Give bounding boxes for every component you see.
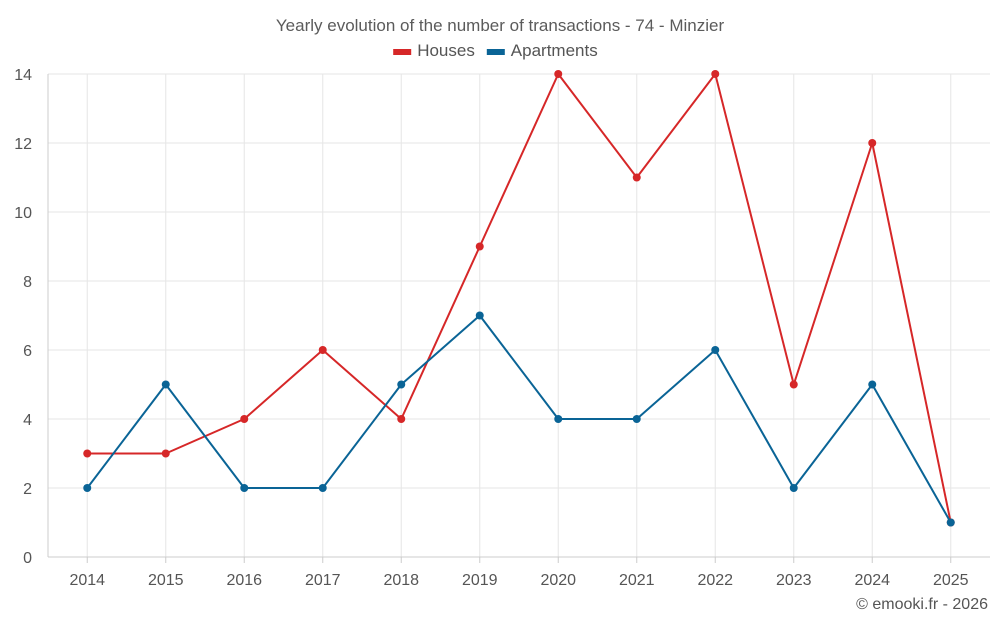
chart-title: Yearly evolution of the number of transa… [276, 16, 725, 35]
data-point-houses [789, 380, 798, 389]
y-axis-ticks: 0 2 4 6 8 10 12 14 [14, 67, 32, 567]
data-point-apartments [868, 380, 877, 389]
x-tick-label: 2016 [226, 572, 262, 589]
y-tick-label: 2 [23, 481, 32, 498]
x-tick-label: 2015 [148, 572, 184, 589]
series-apartments [83, 311, 955, 527]
legend: Houses Apartments [393, 41, 598, 60]
series-line-apartments [86, 314, 952, 523]
x-tick-label: 2025 [933, 572, 969, 589]
data-point-apartments [240, 484, 249, 492]
y-tick-label: 14 [14, 67, 32, 84]
data-point-apartments [475, 311, 484, 320]
data-point-houses [161, 449, 170, 458]
x-tick-label: 2014 [69, 572, 105, 589]
data-point-houses [240, 415, 249, 423]
data-point-apartments [946, 518, 955, 527]
data-point-apartments [632, 415, 641, 423]
series-houses [83, 70, 955, 527]
y-tick-label: 4 [23, 412, 32, 429]
legend-swatch [393, 49, 412, 55]
data-point-houses [475, 242, 484, 251]
data-point-apartments [789, 484, 798, 492]
legend-label: Apartments [511, 41, 598, 60]
x-tick-label: 2021 [619, 572, 655, 589]
legend-label: Houses [417, 41, 475, 60]
data-point-apartments [397, 380, 406, 389]
data-point-houses [318, 346, 327, 354]
axes [47, 74, 990, 558]
legend-swatch [486, 49, 505, 55]
series-layer [83, 70, 955, 527]
series-line-houses [87, 73, 952, 523]
data-point-apartments [318, 484, 327, 492]
data-point-houses [554, 70, 563, 78]
legend-item-houses: Houses [393, 41, 475, 60]
data-point-houses [711, 70, 720, 78]
data-point-apartments [711, 346, 720, 354]
x-axis-ticks: 2014 2015 2016 2017 2018 2019 2020 2021 2022 2023… [69, 557, 969, 589]
x-tick-label: 2017 [305, 572, 341, 589]
x-tick-label: 2019 [462, 572, 498, 589]
x-tick-label: 2024 [854, 572, 890, 589]
credit-text: © emooki.fr - 2026 [856, 596, 988, 613]
x-tick-label: 2022 [697, 572, 733, 589]
y-tick-label: 12 [14, 136, 32, 153]
y-tick-label: 6 [23, 343, 32, 360]
legend-item-apartments: Apartments [486, 41, 598, 60]
data-point-houses [83, 449, 92, 458]
y-tick-label: 0 [23, 550, 32, 567]
data-point-apartments [554, 415, 563, 423]
data-point-apartments [161, 380, 170, 389]
grid [48, 73, 990, 557]
x-tick-label: 2020 [540, 572, 576, 589]
x-tick-label: 2018 [383, 572, 419, 589]
data-point-houses [868, 139, 877, 147]
y-tick-label: 10 [14, 205, 32, 222]
data-point-houses [632, 173, 641, 182]
x-tick-label: 2023 [776, 572, 812, 589]
y-tick-label: 8 [23, 274, 32, 291]
data-point-apartments [83, 484, 92, 492]
data-point-houses [397, 415, 406, 423]
